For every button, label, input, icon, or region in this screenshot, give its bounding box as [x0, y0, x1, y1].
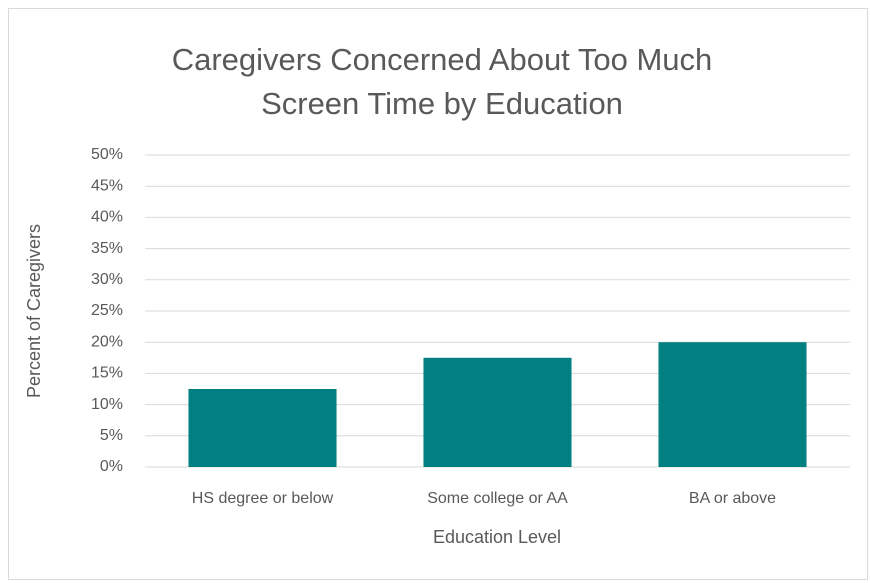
- x-axis-label: Education Level: [433, 527, 561, 547]
- chart-title: Screen Time by Education: [261, 86, 623, 121]
- y-tick-label: 40%: [91, 209, 123, 226]
- y-tick-label: 10%: [91, 396, 123, 413]
- y-tick-label: 0%: [100, 458, 123, 475]
- y-tick-label: 45%: [91, 177, 123, 194]
- y-tick-label: 15%: [91, 365, 123, 382]
- bar: [658, 342, 807, 467]
- x-tick-label: HS degree or below: [192, 490, 334, 507]
- chart-title: Caregivers Concerned About Too Much: [172, 42, 713, 77]
- bar: [188, 389, 337, 467]
- bar: [423, 357, 572, 467]
- y-axis-label: Percent of Caregivers: [24, 224, 44, 398]
- y-tick-label: 35%: [91, 240, 123, 257]
- x-tick-label: Some college or AA: [427, 490, 568, 507]
- x-tick-label: BA or above: [689, 490, 776, 507]
- y-tick-label: 50%: [91, 146, 123, 163]
- y-tick-label: 5%: [100, 427, 123, 444]
- y-tick-label: 20%: [91, 333, 123, 350]
- y-tick-label: 30%: [91, 271, 123, 288]
- y-tick-label: 25%: [91, 302, 123, 319]
- chart-border: [8, 8, 868, 580]
